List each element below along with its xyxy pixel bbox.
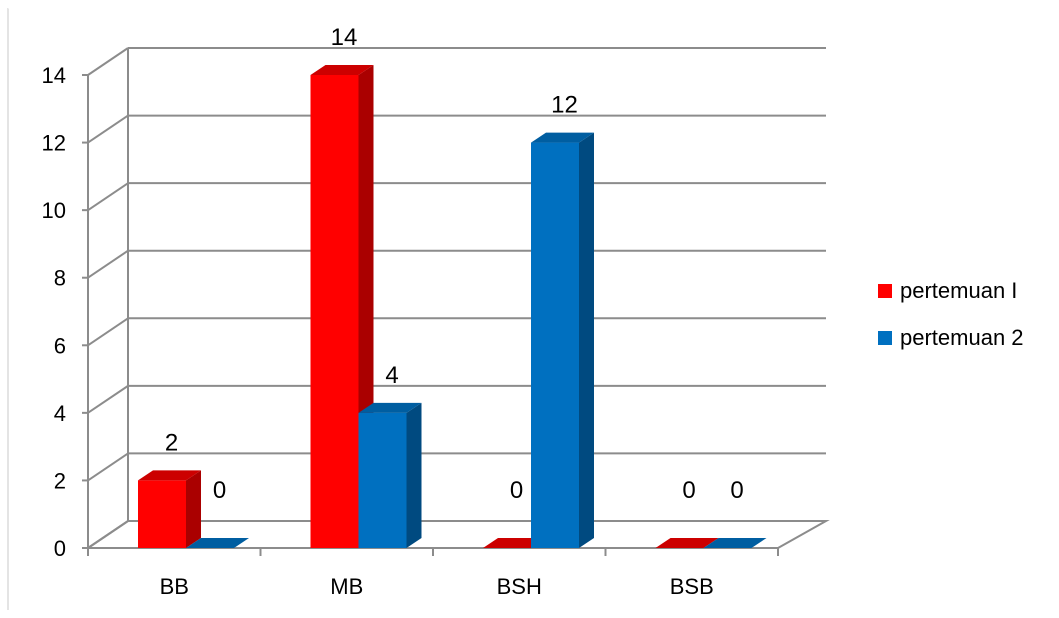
gridline-depth — [87, 114, 129, 144]
bar-mb-2: 4 — [358, 362, 422, 548]
data-label: 14 — [331, 24, 358, 51]
bar-bsb-1: 0 — [655, 477, 719, 548]
data-label: 2 — [165, 429, 178, 456]
y-tick-label: 2 — [54, 468, 66, 493]
data-label: 12 — [551, 92, 578, 119]
bar-mb-2-side — [406, 402, 422, 548]
legend-label: pertemuan 2 — [900, 325, 1024, 350]
gridline-depth — [87, 385, 129, 414]
bar-bsb-2-top — [703, 538, 767, 548]
legend-label: pertemuan I — [900, 278, 1017, 303]
y-tick-label: 6 — [54, 333, 66, 358]
data-label: 0 — [682, 477, 695, 504]
bar-bsh-1: 0 — [483, 477, 546, 548]
gridline-depth — [87, 317, 129, 347]
data-label: 0 — [730, 477, 743, 504]
bar-bb-1-side — [186, 470, 201, 548]
legend: pertemuan I pertemuan 2 — [878, 278, 1024, 350]
bar-bsh-2-top — [531, 132, 594, 143]
data-label: 0 — [213, 477, 226, 504]
data-label: 4 — [385, 362, 398, 389]
bar-mb-2-front — [358, 412, 407, 548]
bar-mb-2-top — [358, 402, 422, 413]
bar-bb-1-top — [138, 470, 201, 481]
gridline-depth — [87, 182, 129, 211]
bar-bb-2: 0 — [186, 477, 249, 548]
gridline-depth — [87, 452, 129, 482]
y-tick-label: 4 — [54, 401, 66, 426]
bar-bsh-2-side — [579, 132, 594, 549]
data-label: 0 — [510, 477, 523, 504]
y-tick-label: 12 — [42, 131, 66, 156]
bar-bsh-1-top — [483, 538, 546, 548]
bar-bsh-2-front — [531, 142, 579, 549]
bar-mb-1-front — [310, 75, 359, 548]
bar-bb-1: 2 — [138, 429, 201, 548]
bars: 2 0 14 4 0 12 0 0 — [138, 24, 767, 549]
y-tick-label: 0 — [54, 536, 66, 561]
bar-bb-1-front — [138, 480, 186, 548]
bar-bb-2-top — [186, 538, 249, 548]
y-tick-label: 14 — [42, 63, 66, 88]
gridline-depth — [87, 47, 129, 76]
gridlines — [87, 47, 826, 549]
x-category-label: MB — [330, 574, 363, 599]
legend-swatch — [878, 331, 892, 345]
x-category-label: BSB — [670, 574, 714, 599]
bar-bsb-2: 0 — [703, 477, 767, 548]
y-tick-label: 10 — [42, 198, 66, 223]
x-category-label: BB — [160, 574, 189, 599]
legend-swatch — [878, 284, 892, 298]
y-tick-label: 8 — [54, 266, 66, 291]
x-category-label: BSH — [497, 574, 542, 599]
bar-bsb-1-top — [655, 538, 719, 548]
floor — [87, 520, 830, 549]
bar-mb-1-top — [310, 65, 374, 75]
bar-bsh-2: 12 — [531, 92, 594, 549]
gridline-depth — [87, 249, 129, 279]
